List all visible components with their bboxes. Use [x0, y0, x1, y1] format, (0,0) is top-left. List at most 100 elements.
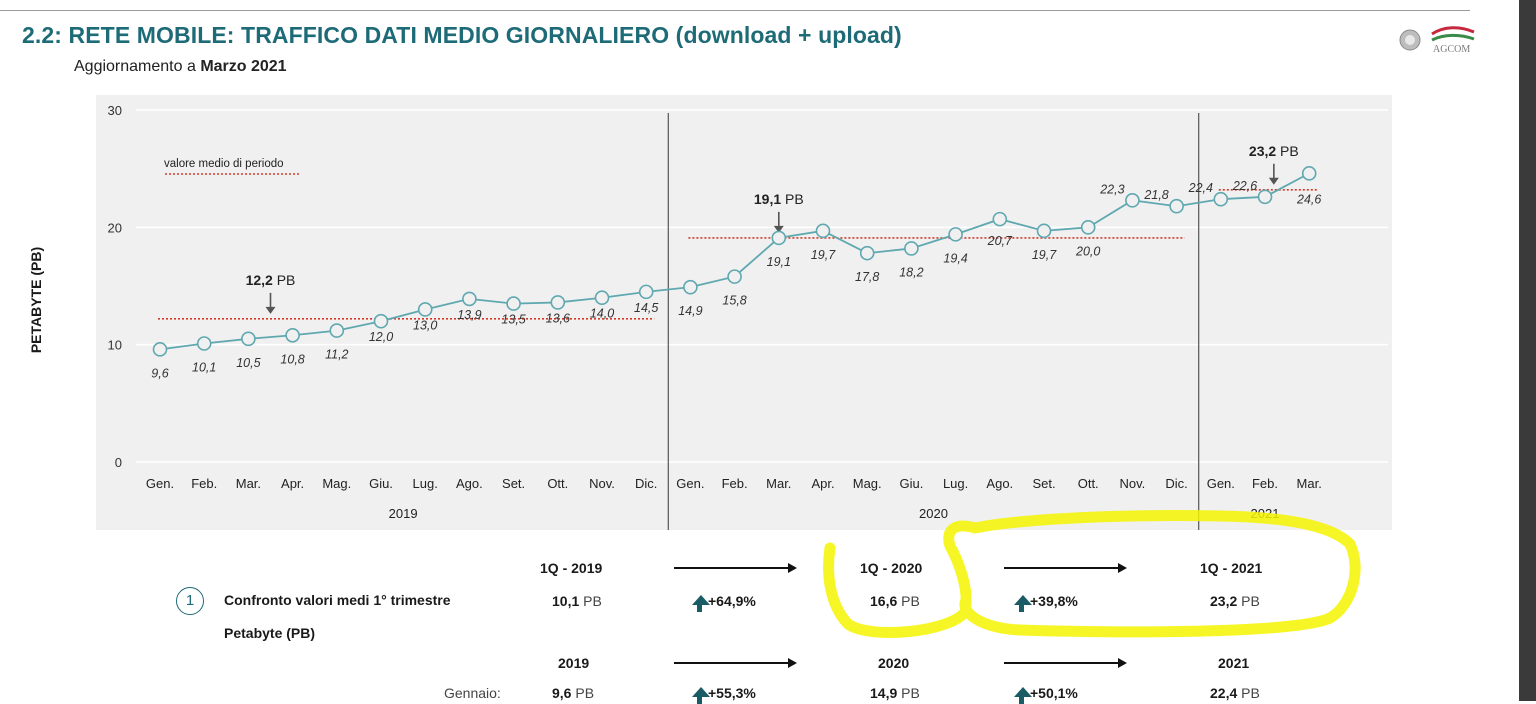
- x-tick-label: Mar.: [236, 476, 261, 491]
- x-tick-label: Apr.: [281, 476, 304, 491]
- callout-arrow-head: [1268, 177, 1279, 185]
- data-point: [1301, 166, 1317, 181]
- arrow-line: [674, 567, 788, 569]
- x-tick-label: Apr.: [811, 476, 834, 491]
- page-subtitle: Aggiornamento a Marzo 2021: [74, 58, 287, 76]
- x-tick-label: Mar.: [766, 476, 791, 491]
- period-mean-unit: PB: [1276, 143, 1299, 159]
- arrow-line: [1004, 662, 1118, 664]
- data-label: 11,2: [325, 348, 348, 362]
- period-mean-label: 19,1 PB: [754, 191, 804, 207]
- data-point: [1213, 191, 1229, 207]
- value-gen-2020: 14,9 PB: [870, 685, 920, 701]
- y-tick-label: 0: [115, 455, 122, 470]
- data-label: 13,9: [457, 308, 481, 322]
- x-tick-label: Mag.: [322, 476, 351, 491]
- data-point: [1080, 220, 1096, 235]
- value-unit: PB: [901, 593, 920, 609]
- value-number: 14,9: [870, 685, 898, 701]
- data-point: [550, 295, 566, 310]
- data-point: [196, 336, 212, 351]
- x-tick-label: Dic.: [1165, 476, 1187, 491]
- data-point: [462, 291, 477, 307]
- page-title: 2.2: RETE MOBILE: TRAFFICO DATI MEDIO GI…: [22, 22, 902, 48]
- period-mean-label: 12,2 PB: [246, 272, 296, 288]
- header-1q-2021: 1Q - 2021: [1200, 560, 1263, 576]
- data-point: [1125, 193, 1140, 208]
- data-label: 13,5: [501, 313, 525, 327]
- x-tick-label: Gen.: [1207, 476, 1235, 491]
- value-gen-2019: 9,6 PB: [552, 685, 594, 701]
- x-tick-label: Mar.: [1297, 476, 1322, 491]
- year-2019: 2019: [558, 655, 590, 671]
- data-point: [417, 302, 433, 317]
- up-arrow-icon: [692, 595, 710, 605]
- year-label: 2020: [919, 506, 948, 521]
- x-tick-label: Set.: [1032, 476, 1055, 491]
- change-value: +50,1%: [1030, 685, 1078, 701]
- x-tick-label: Giu.: [899, 476, 923, 491]
- up-arrow-icon: [1014, 687, 1032, 697]
- arrow-line: [1004, 567, 1118, 569]
- change-2019-2020: +64,9%: [692, 593, 756, 612]
- value-unit: PB: [901, 685, 920, 701]
- window-edge: [1519, 0, 1536, 701]
- change-2020-2021: +39,8%: [1014, 593, 1078, 612]
- period-mean-value: 23,2: [1249, 143, 1276, 159]
- value-1q-2021: 23,2 PB: [1210, 593, 1260, 609]
- value-number: 10,1: [552, 593, 580, 609]
- x-tick-label: Lug.: [943, 476, 968, 491]
- arrow-right-icon: [1118, 563, 1127, 573]
- data-label: 17,8: [855, 270, 879, 284]
- data-point: [948, 227, 963, 242]
- data-label: 14,0: [590, 307, 614, 321]
- data-point: [992, 211, 1008, 227]
- data-label: 22,4: [1188, 181, 1213, 195]
- year-label: 2019: [389, 506, 418, 521]
- callout-arrow-head: [265, 306, 276, 314]
- top-divider: [0, 10, 1470, 11]
- data-label: 10,5: [236, 356, 260, 370]
- comparison-label: Confronto valori medi 1° trimestre: [224, 592, 451, 608]
- x-tick-label: Ago.: [456, 476, 483, 491]
- data-label: 22,6: [1232, 179, 1257, 193]
- data-point: [594, 290, 610, 306]
- data-label: 19,7: [811, 248, 836, 262]
- data-label: 20,0: [1075, 244, 1100, 258]
- value-unit: PB: [575, 685, 595, 701]
- data-point: [859, 245, 875, 261]
- y-tick-label: 20: [108, 220, 122, 235]
- value-unit: PB: [1241, 593, 1260, 609]
- x-tick-label: Feb.: [191, 476, 217, 491]
- x-tick-label: Giu.: [369, 476, 393, 491]
- change-value: +55,3%: [708, 685, 756, 701]
- period-mean-value: 12,2: [246, 272, 273, 288]
- data-label: 20,7: [987, 234, 1013, 248]
- x-tick-label: Feb.: [1252, 476, 1278, 491]
- subtitle-prefix: Aggiornamento a: [74, 58, 201, 75]
- x-tick-label: Nov.: [589, 476, 615, 491]
- data-label: 13,6: [546, 311, 570, 325]
- value-gen-2021: 22,4 PB: [1210, 685, 1260, 701]
- up-arrow-icon: [1014, 595, 1032, 605]
- period-mean-unit: PB: [781, 191, 804, 207]
- arrow-right-icon: [788, 658, 797, 668]
- data-label: 18,2: [899, 265, 923, 279]
- data-point: [727, 269, 742, 284]
- data-label: 19,4: [943, 251, 967, 265]
- data-point: [329, 323, 345, 338]
- row-label-gennaio: Gennaio:: [444, 685, 501, 701]
- data-point: [373, 313, 389, 329]
- header-1q-2020: 1Q - 2020: [860, 560, 923, 576]
- period-mean-label: 23,2 PB: [1249, 143, 1299, 159]
- data-point: [1169, 198, 1184, 214]
- data-label: 22,3: [1099, 182, 1124, 196]
- value-number: 23,2: [1210, 593, 1238, 609]
- x-tick-label: Nov.: [1120, 476, 1146, 491]
- data-label: 10,8: [280, 352, 304, 366]
- arrow-line: [674, 662, 788, 664]
- data-point: [1257, 189, 1273, 205]
- up-arrow-stem: [697, 605, 702, 612]
